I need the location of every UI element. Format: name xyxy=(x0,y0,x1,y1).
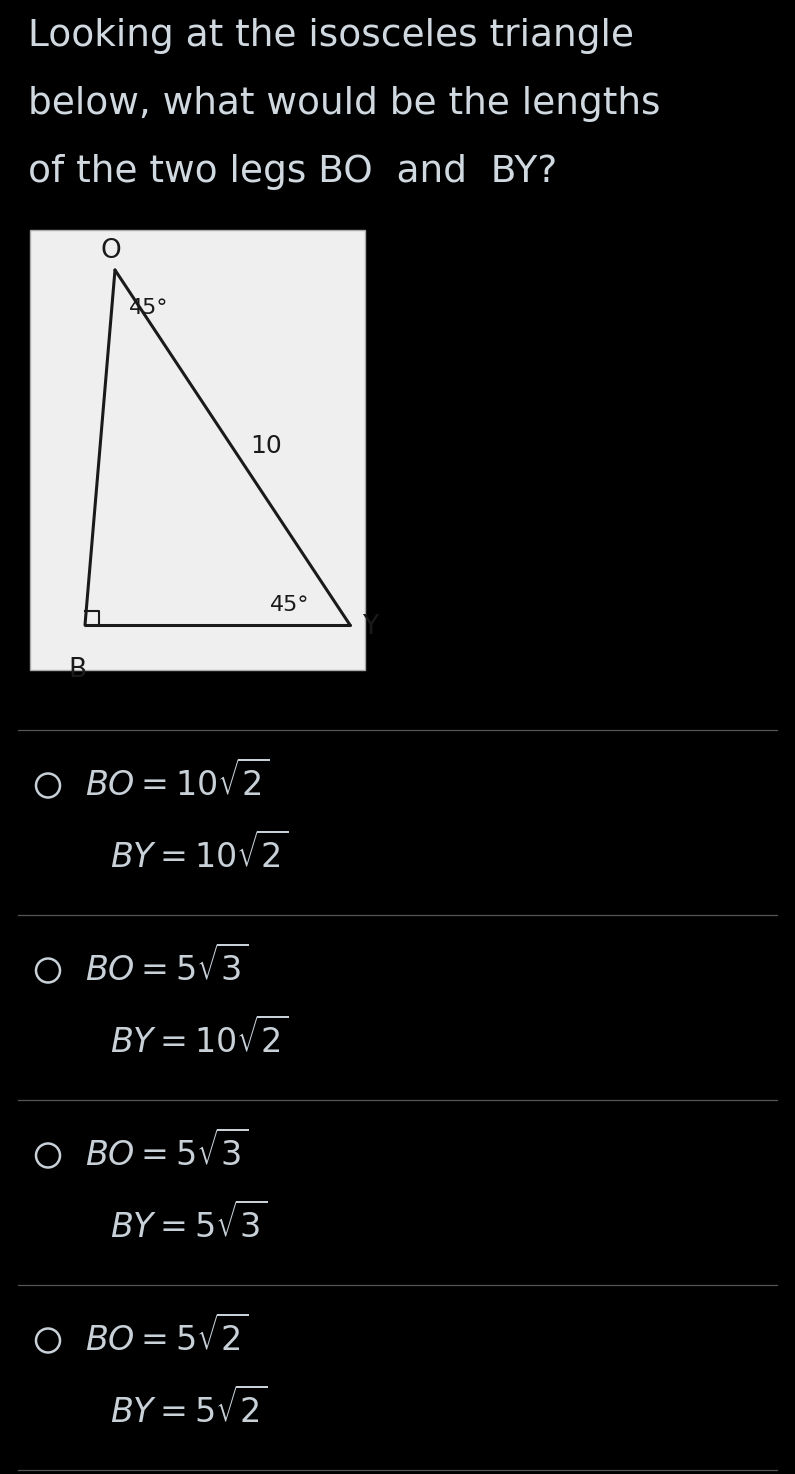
Text: $BY = 10\sqrt{2}$: $BY = 10\sqrt{2}$ xyxy=(110,833,289,876)
Text: 45°: 45° xyxy=(129,298,169,318)
Text: $BO = 5\sqrt{3}$: $BO = 5\sqrt{3}$ xyxy=(85,1131,248,1173)
Text: O: O xyxy=(101,237,122,264)
Text: below, what would be the lengths: below, what would be the lengths xyxy=(28,85,661,122)
Text: $BY = 10\sqrt{2}$: $BY = 10\sqrt{2}$ xyxy=(110,1019,289,1060)
Text: $BO = 10\sqrt{2}$: $BO = 10\sqrt{2}$ xyxy=(85,761,270,803)
Text: 10: 10 xyxy=(250,433,282,457)
Text: Y: Y xyxy=(362,615,378,640)
Text: $BO = 5\sqrt{3}$: $BO = 5\sqrt{3}$ xyxy=(85,946,248,988)
Text: Looking at the isosceles triangle: Looking at the isosceles triangle xyxy=(28,18,634,55)
Text: of the two legs BO  and  BY?: of the two legs BO and BY? xyxy=(28,153,557,190)
Text: $BY = 5\sqrt{2}$: $BY = 5\sqrt{2}$ xyxy=(110,1389,267,1430)
Bar xyxy=(30,230,365,671)
Text: 45°: 45° xyxy=(270,595,309,615)
Text: $BO = 5\sqrt{2}$: $BO = 5\sqrt{2}$ xyxy=(85,1316,248,1358)
Text: $BY = 5\sqrt{3}$: $BY = 5\sqrt{3}$ xyxy=(110,1203,267,1246)
Text: B: B xyxy=(68,657,86,682)
